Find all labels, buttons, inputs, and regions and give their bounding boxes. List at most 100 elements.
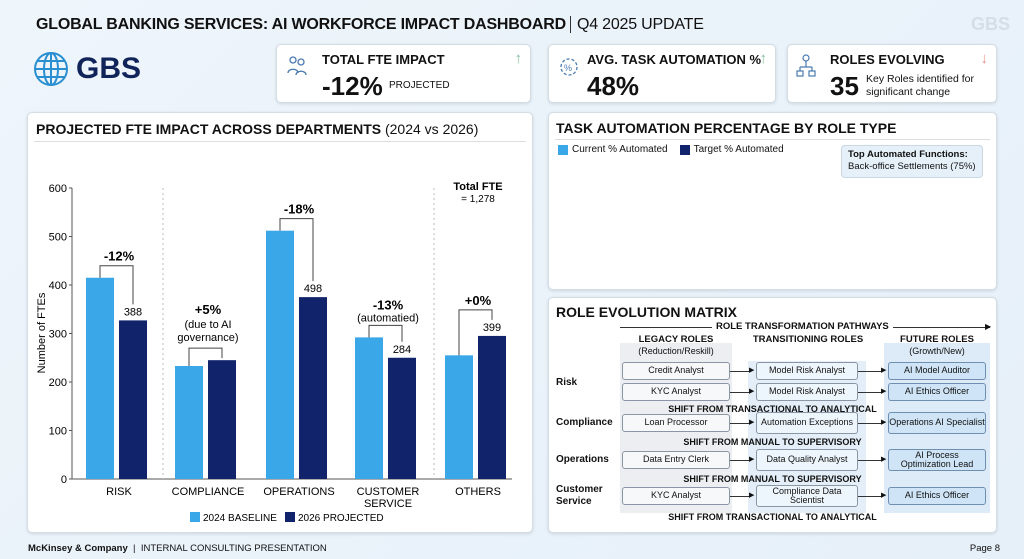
y-tick-label: 500 xyxy=(49,232,67,244)
svg-text:%: % xyxy=(564,63,572,73)
change-label: -12% xyxy=(104,249,135,264)
arrow-line xyxy=(730,392,751,393)
kpi-note: PROJECTED xyxy=(389,80,450,91)
legend-current: Current % Automated xyxy=(558,144,668,155)
kpi-value: 35 xyxy=(830,71,859,101)
column-title: FUTURE ROLES xyxy=(900,334,974,345)
column-header-legacy: LEGACY ROLES (Reduction/Reskill) xyxy=(620,334,732,358)
y-tick-label: 100 xyxy=(49,426,67,438)
arrow-line xyxy=(858,460,883,461)
title-text: GLOBAL BANKING SERVICES: AI WORKFORCE IM… xyxy=(36,16,566,33)
matrix-title: ROLE EVOLUTION MATRIX xyxy=(556,304,737,320)
panel-title: PROJECTED FTE IMPACT ACROSS DEPARTMENTS … xyxy=(36,121,478,137)
arrow-line xyxy=(730,496,751,497)
page-title: GLOBAL BANKING SERVICES: AI WORKFORCE IM… xyxy=(36,16,704,34)
transitioning-role-box: Model Risk Analyst xyxy=(756,383,858,401)
kpi-card-total-fte: TOTAL FTE IMPACT -12% PROJECTED ↑ xyxy=(276,44,531,103)
footer-label: INTERNAL CONSULTING PRESENTATION xyxy=(140,543,327,554)
arrow-line xyxy=(858,371,883,372)
column-header-future: FUTURE ROLES (Growth/New) xyxy=(884,334,990,358)
shift-label: SHIFT FROM TRANSACTIONAL TO ANALYTICAL xyxy=(668,404,877,414)
transitioning-role-box: Compliance Data Scientist xyxy=(756,485,858,507)
callout-box: Top Automated Functions: Back-office Set… xyxy=(841,145,983,178)
arrow-head-icon: ▶ xyxy=(749,492,755,499)
arrow-line xyxy=(730,371,751,372)
logo: GBS xyxy=(32,50,141,88)
bar-baseline xyxy=(266,230,294,479)
gear-percent-icon: % xyxy=(560,58,578,76)
kpi-value: -12% xyxy=(322,71,383,101)
chart-title-suffix: (2024 vs 2026) xyxy=(384,121,479,137)
shift-label: SHIFT FROM MANUAL TO SUPERVISORY xyxy=(683,437,862,447)
column-header-transitioning: TRANSITIONING ROLES xyxy=(745,334,871,346)
legacy-role-box: Data Entry Clerk xyxy=(622,451,730,469)
change-note: governance) xyxy=(177,332,238,344)
bar-baseline xyxy=(175,365,203,479)
arrow-head-icon: ▶ xyxy=(881,492,887,499)
x-tick-label: OTHERS xyxy=(455,486,501,498)
legend-swatch xyxy=(679,144,690,155)
page-number: Page 8 xyxy=(969,543,1000,554)
total-fte-label: Total FTE xyxy=(453,181,502,193)
legacy-role-box: KYC Analyst xyxy=(622,383,730,401)
row-label: Customer Service xyxy=(556,484,603,507)
legacy-role-box: KYC Analyst xyxy=(622,487,730,505)
bar-baseline xyxy=(355,337,383,479)
change-bracket xyxy=(458,309,493,356)
transitioning-role-box: Automation Exceptions xyxy=(756,412,858,434)
watermark: GBS xyxy=(970,14,1010,34)
arrow-head-icon: ▶ xyxy=(985,322,992,331)
y-axis-label: Number of FTEs xyxy=(36,292,48,373)
kpi-note: Key Roles identified for significant cha… xyxy=(866,73,974,98)
column-title: LEGACY ROLES xyxy=(638,334,714,345)
arrow-head-icon: ▶ xyxy=(881,367,887,374)
future-role-box: AI Process Optimization Lead xyxy=(888,449,986,471)
change-bracket xyxy=(99,265,134,305)
change-label: +5% xyxy=(195,302,222,317)
column-sub: (Reduction/Reskill) xyxy=(638,345,714,356)
shift-label: SHIFT FROM MANUAL TO SUPERVISORY xyxy=(683,474,862,484)
change-bracket xyxy=(368,324,403,342)
y-tick-label: 0 xyxy=(61,474,67,486)
row-label: Operations xyxy=(556,454,609,465)
data-label: 498 xyxy=(304,283,322,295)
kpi-value: 48% xyxy=(587,71,640,101)
arrow-head-icon: ▶ xyxy=(749,388,755,395)
pathway-label: ROLE TRANSFORMATION PATHWAYS xyxy=(712,321,893,332)
change-bracket xyxy=(188,347,223,366)
legend-label: 2024 BASELINE xyxy=(203,513,277,524)
column-title: TRANSITIONING ROLES xyxy=(752,334,864,345)
x-tick-label: SERVICE xyxy=(364,498,412,510)
y-tick-label: 200 xyxy=(49,377,67,389)
change-bracket xyxy=(279,218,314,282)
arrow-head-icon: ▶ xyxy=(881,456,887,463)
legacy-role-box: Credit Analyst xyxy=(622,362,730,380)
future-role-box: AI Ethics Officer xyxy=(888,487,986,505)
trend-down-icon: ↓ xyxy=(980,50,989,67)
change-label: +0% xyxy=(465,293,492,308)
footer-left: McKinsey & Company | INTERNAL CONSULTING… xyxy=(28,543,327,554)
change-note: (due to AI xyxy=(184,319,231,331)
kpi-card-automation: % AVG. TASK AUTOMATION % 48% ↑ xyxy=(548,44,776,103)
data-label: 284 xyxy=(393,344,411,356)
arrow-line xyxy=(858,496,883,497)
divider xyxy=(555,139,990,140)
arrow-head-icon: ▶ xyxy=(749,456,755,463)
legend-label: 2026 PROJECTED xyxy=(298,513,384,524)
callout-title: Top Automated Functions: xyxy=(848,149,968,160)
arrow-line xyxy=(858,423,883,424)
data-label: 399 xyxy=(483,322,501,334)
legend-swatch xyxy=(558,144,568,155)
chart-title: PROJECTED FTE IMPACT ACROSS DEPARTMENTS xyxy=(36,121,382,137)
kpi-label: TOTAL FTE IMPACT xyxy=(322,52,445,67)
legend-label: Current % Automated xyxy=(572,144,668,155)
legacy-role-box: Loan Processor xyxy=(622,414,730,432)
legend-label: Target % Automated xyxy=(693,144,784,155)
total-fte-value: = 1,278 xyxy=(461,194,495,205)
arrow-line xyxy=(730,423,751,424)
y-tick-label: 600 xyxy=(49,183,67,195)
arrow-head-icon: ▶ xyxy=(881,388,887,395)
y-tick-label: 400 xyxy=(49,280,67,292)
shift-label: SHIFT FROM TRANSACTIONAL TO ANALYTICAL xyxy=(668,512,877,522)
y-tick-label: 300 xyxy=(49,329,67,341)
